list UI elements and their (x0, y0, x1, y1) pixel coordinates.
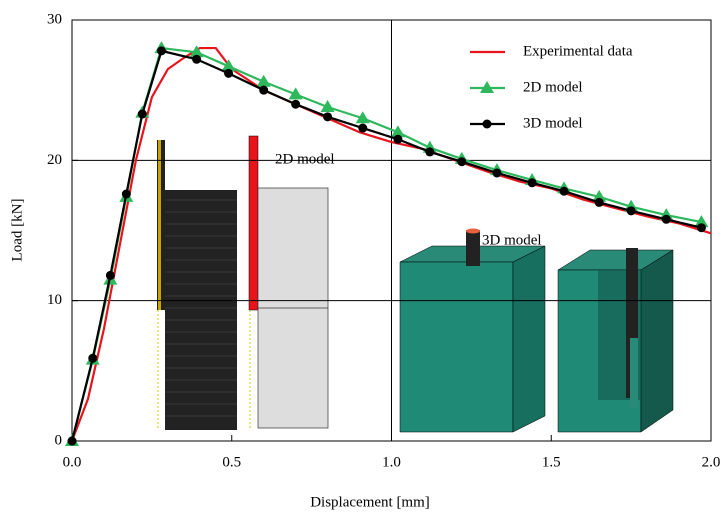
y-axis-title: Load [kN] (9, 199, 25, 262)
marker (68, 437, 77, 446)
annotation: 3D model (482, 232, 542, 248)
marker (627, 206, 636, 215)
marker (358, 124, 367, 133)
x-tick-label: 0.0 (63, 454, 82, 470)
marker (492, 168, 501, 177)
marker (259, 86, 268, 95)
marker (425, 147, 434, 156)
x-tick-label: 0.5 (222, 454, 241, 470)
marker (595, 198, 604, 207)
marker (560, 187, 569, 196)
legend-marker (483, 120, 492, 129)
inset-2d-model (157, 136, 328, 430)
marker (528, 178, 537, 187)
marker (122, 190, 131, 199)
y-tick-label: 10 (47, 292, 62, 308)
chart: 2D model 3D model Displacement [mm] Load… (0, 0, 726, 514)
x-tick-label: 1.5 (542, 454, 561, 470)
marker (138, 110, 147, 119)
y-tick-label: 0 (55, 432, 63, 448)
marker (697, 223, 706, 232)
marker (291, 100, 300, 109)
marker (106, 271, 115, 280)
annotation: 2D model (275, 151, 335, 167)
legend-label: 2D model (523, 79, 583, 95)
x-tick-label: 1.0 (382, 454, 401, 470)
x-axis-title: Displacement [mm] (310, 494, 430, 510)
legend-label: Experimental data (523, 43, 633, 59)
marker (323, 112, 332, 121)
y-tick-label: 20 (47, 152, 62, 168)
legend-label: 3D model (523, 115, 583, 131)
marker (662, 215, 671, 224)
marker (157, 46, 166, 55)
inset-3d-model (400, 229, 673, 433)
marker (88, 354, 97, 363)
marker (192, 55, 201, 64)
marker (393, 135, 402, 144)
x-tick-label: 2.0 (702, 454, 721, 470)
y-tick-label: 30 (47, 11, 62, 27)
marker (224, 69, 233, 78)
marker (457, 157, 466, 166)
